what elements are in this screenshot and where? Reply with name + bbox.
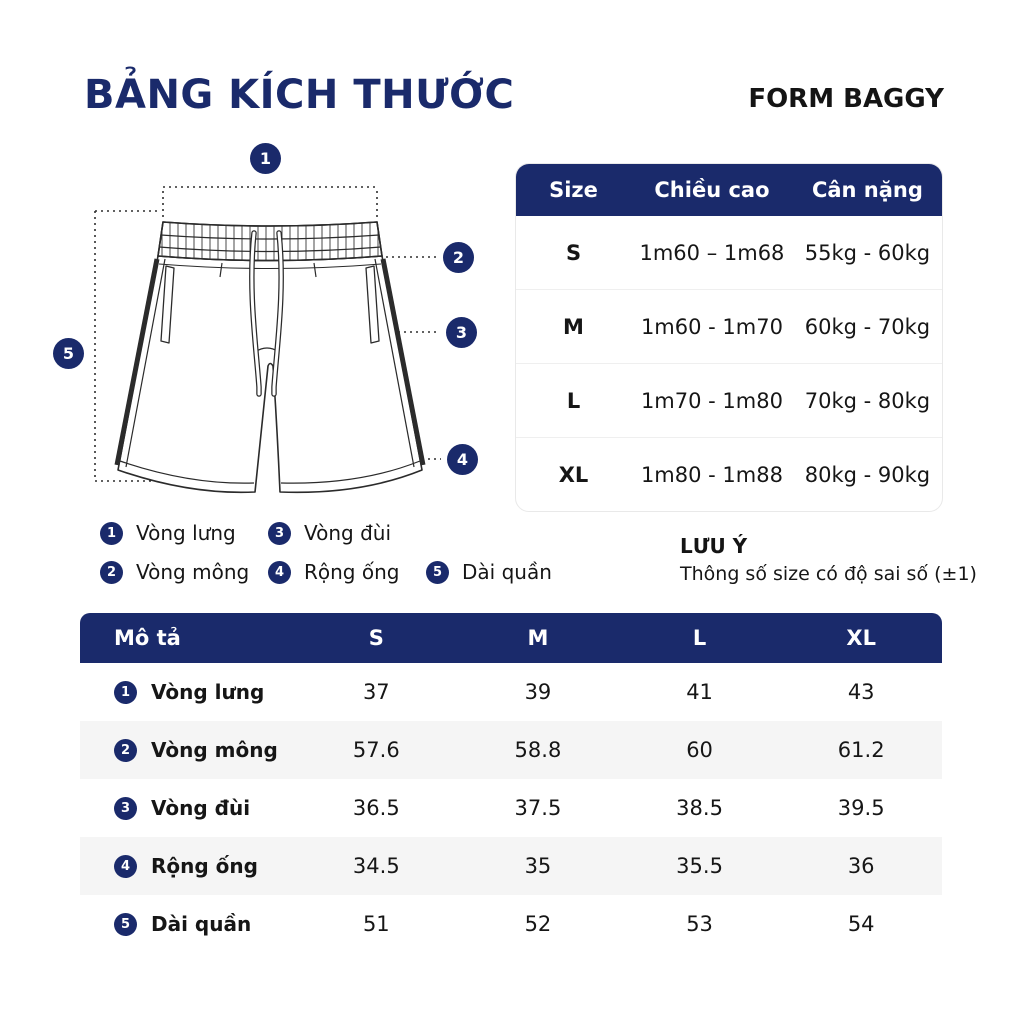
legend-item-leg-opening: 4 Rộng ống (268, 559, 426, 585)
value-cell: 34.5 (352, 854, 400, 878)
weight-cell: 55kg - 60kg (804, 240, 931, 265)
row-label: Rộng ống (151, 854, 258, 878)
measurement-legend: 1 Vòng lưng 3 Vòng đùi 2 Vòng mông 4 Rộn… (100, 520, 552, 585)
row-badge: 1 (114, 680, 137, 704)
height-cell: 1m60 - 1m70 (640, 314, 783, 339)
table-row: 1 Vòng lưng 37 39 41 43 (80, 663, 942, 721)
value-cell: 57.6 (352, 738, 400, 762)
legend-label: Vòng mông (136, 560, 250, 584)
value-cell: 60 (686, 738, 713, 762)
header-cell-l: L (692, 626, 707, 650)
legend-item-length: 5 Dài quần (426, 559, 552, 585)
table-row: 2 Vòng mông 57.6 58.8 60 61.2 (80, 721, 942, 779)
height-cell: 1m70 - 1m80 (640, 388, 783, 413)
value-cell: 35.5 (676, 854, 723, 878)
weight-cell: 80kg - 90kg (804, 462, 931, 487)
header-cell-m: M (527, 626, 549, 650)
form-label: FORM BAGGY (748, 84, 944, 114)
note-block: LƯU Ý Thông số size có độ sai số (±1) (680, 534, 977, 585)
value-cell: 51 (362, 912, 390, 936)
size-cell: S (565, 240, 582, 265)
height-cell: 1m60 – 1m68 (639, 240, 785, 265)
table-row: 3 Vòng đùi 36.5 37.5 38.5 39.5 (80, 779, 942, 837)
callout-badge-leg-opening: 4 (447, 444, 478, 475)
value-cell: 54 (847, 912, 875, 936)
header-cell-size: Size (549, 178, 598, 202)
size-cell: XL (558, 462, 589, 487)
value-cell: 36 (847, 854, 875, 878)
size-cell: M (563, 314, 584, 339)
callout-badge-hip: 2 (443, 242, 474, 273)
table-row: 4 Rộng ống 34.5 35 35.5 36 (80, 837, 942, 895)
measure-table-header: Mô tả S M L XL (80, 613, 942, 663)
row-label: Vòng đùi (151, 796, 251, 820)
row-label: Vòng lưng (151, 680, 265, 704)
legend-badge: 3 (268, 521, 291, 545)
value-cell: 39 (524, 680, 552, 704)
value-cell: 37 (362, 680, 390, 704)
legend-badge: 2 (100, 560, 123, 584)
callout-badge-length: 5 (53, 338, 84, 369)
page-title: BẢNG KÍCH THƯỚC (84, 72, 515, 118)
table-row: S 1m60 – 1m68 55kg - 60kg (516, 216, 942, 289)
callout-badge-waist: 1 (250, 143, 281, 174)
row-badge: 3 (114, 796, 137, 820)
legend-label: Vòng lưng (136, 521, 236, 545)
row-badge: 5 (114, 912, 137, 936)
value-cell: 61.2 (837, 738, 885, 762)
value-cell: 35 (524, 854, 552, 878)
value-cell: 41 (686, 680, 713, 704)
shorts-drawing-icon (94, 186, 441, 494)
header-cell-weight: Cân nặng (811, 178, 923, 202)
row-label: Vòng mông (151, 738, 278, 762)
header-cell-s: S (368, 626, 384, 650)
value-cell: 38.5 (676, 796, 723, 820)
value-cell: 52 (524, 912, 552, 936)
value-cell: 36.5 (352, 796, 400, 820)
value-cell: 53 (686, 912, 713, 936)
table-row: M 1m60 - 1m70 60kg - 70kg (516, 289, 942, 363)
value-cell: 58.8 (514, 738, 562, 762)
row-badge: 4 (114, 854, 137, 878)
note-text: Thông số size có độ sai số (±1) (680, 563, 977, 585)
value-cell: 37.5 (514, 796, 562, 820)
table-row: L 1m70 - 1m80 70kg - 80kg (516, 363, 942, 437)
weight-cell: 70kg - 80kg (804, 388, 931, 413)
legend-badge: 4 (268, 560, 291, 584)
value-cell: 39.5 (837, 796, 885, 820)
size-table: Size Chiều cao Cân nặng S 1m60 – 1m68 55… (515, 163, 943, 512)
header-cell-height: Chiều cao (654, 178, 770, 202)
value-cell: 43 (847, 680, 875, 704)
note-title: LƯU Ý (680, 534, 748, 558)
legend-item-waist: 1 Vòng lưng (100, 520, 268, 546)
legend-label: Vòng đùi (304, 521, 392, 545)
callout-badge-thigh: 3 (446, 317, 477, 348)
table-row: XL 1m80 - 1m88 80kg - 90kg (516, 437, 942, 511)
legend-label: Dài quần (462, 560, 552, 584)
legend-badge: 1 (100, 521, 123, 545)
weight-cell: 60kg - 70kg (804, 314, 931, 339)
shorts-diagram: 1 2 3 4 5 (30, 140, 500, 512)
row-label: Dài quần (151, 912, 252, 936)
table-row: 5 Dài quần 51 52 53 54 (80, 895, 942, 953)
size-table-header: Size Chiều cao Cân nặng (516, 164, 942, 216)
measure-table: Mô tả S M L XL 1 Vòng lưng 37 39 41 43 2… (80, 613, 942, 953)
size-cell: L (566, 388, 581, 413)
legend-item-thigh: 3 Vòng đùi (268, 520, 426, 546)
legend-badge: 5 (426, 560, 449, 584)
header-cell-description: Mô tả (114, 626, 181, 650)
legend-label: Rộng ống (304, 560, 400, 584)
height-cell: 1m80 - 1m88 (640, 462, 783, 487)
legend-item-hip: 2 Vòng mông (100, 559, 268, 585)
row-badge: 2 (114, 738, 137, 762)
header-cell-xl: XL (846, 626, 876, 650)
